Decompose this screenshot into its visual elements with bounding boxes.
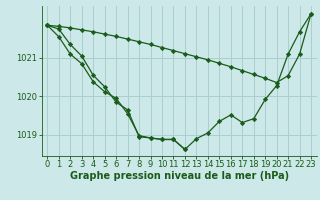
X-axis label: Graphe pression niveau de la mer (hPa): Graphe pression niveau de la mer (hPa) [70,171,289,181]
Text: 1022: 1022 [0,0,10,2]
